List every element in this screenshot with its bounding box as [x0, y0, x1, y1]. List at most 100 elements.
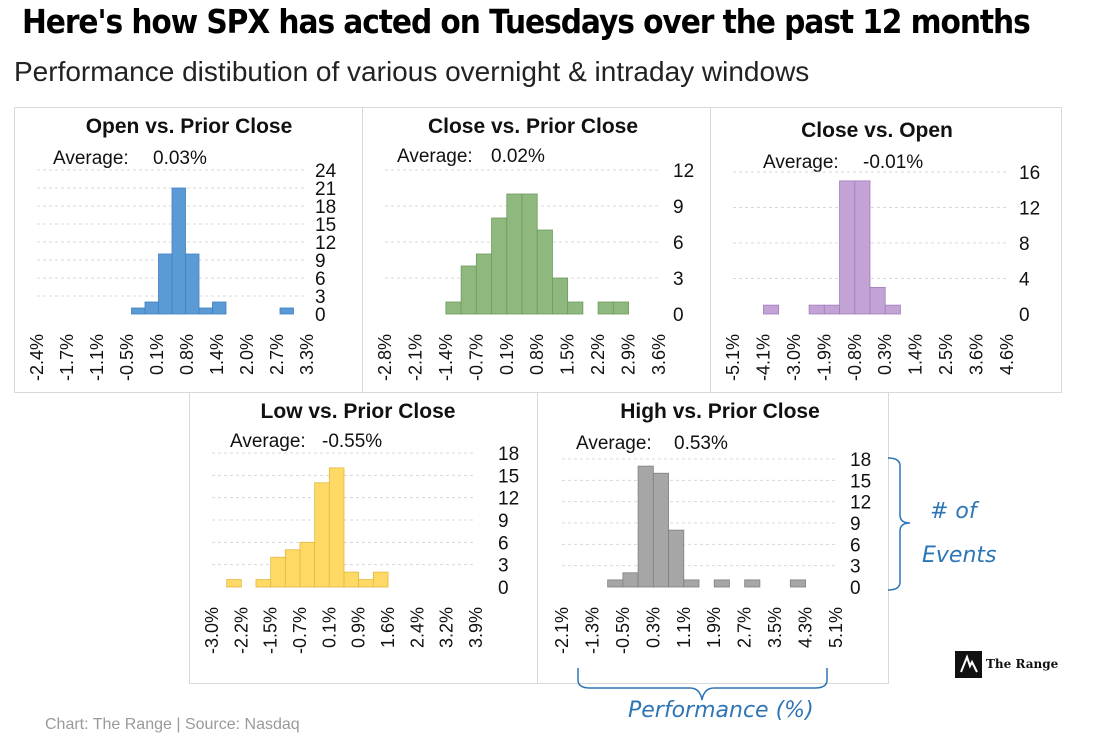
y-tick-label: 18 [498, 444, 519, 465]
chart-subtitle: Performance distibution of various overn… [14, 56, 810, 87]
y-tick-label: 8 [1019, 234, 1030, 255]
average-value: -0.01% [863, 152, 923, 173]
y-tick-label: 15 [498, 466, 519, 487]
x-tick-label: 1.6% [378, 607, 398, 648]
x-tick-label: -1.3% [582, 607, 602, 654]
x-tick-label: -0.5% [117, 334, 137, 381]
chart-title: Here's how SPX has acted on Tuesdays ove… [22, 2, 1031, 41]
histogram-bar [491, 217, 508, 315]
x-tick-label: 0.1% [147, 334, 167, 375]
x-tick-label: -0.7% [466, 334, 486, 381]
x-tick-label: 0.1% [497, 334, 517, 375]
histogram-bar [171, 187, 186, 315]
panel-title: High vs. Prior Close [620, 400, 820, 423]
x-tick-label: -2.2% [231, 607, 251, 654]
x-tick-label: -1.4% [436, 334, 456, 381]
histogram-bar [475, 253, 492, 315]
histogram-panel-low-vs-prior-close: Low vs. Prior Close Average: -0.55% 0 3 6 9 12 1… [189, 392, 539, 684]
histogram-bar [683, 579, 700, 588]
x-tick-label: 3.3% [297, 334, 317, 375]
x-tick-label: -0.8% [845, 334, 865, 381]
y-axis-bracket [887, 457, 911, 591]
logo-mark-icon [955, 650, 982, 678]
y-tick-label: 3 [498, 556, 509, 577]
x-tick-label: 1.5% [558, 334, 578, 375]
x-tick-label: -1.5% [261, 607, 281, 654]
y-tick-label: 12 [315, 233, 336, 254]
histogram-bar [343, 571, 360, 588]
histogram-bar [884, 304, 901, 315]
average-label: Average: [53, 148, 129, 169]
x-tick-label: 1.1% [674, 607, 694, 648]
average-label: Average: [576, 433, 652, 454]
y-tick-label: 0 [498, 578, 509, 599]
histogram-panel-open-vs-prior-close: Open vs. Prior Close Average: 0.03% 0 3 6 9 12 1… [14, 107, 364, 393]
x-tick-label: -0.7% [290, 607, 310, 654]
source-note: Chart: The Range | Source: Nasdaq [45, 716, 300, 733]
histogram-bar [869, 286, 886, 315]
y-tick-label: 16 [1019, 163, 1040, 184]
average-value: 0.53% [674, 433, 728, 454]
x-tick-label: 3.2% [437, 607, 457, 648]
histogram-svg: Close vs. Prior Close Average: 0.02% 0 3 6 9 12… [375, 115, 694, 381]
x-tick-label: -5.1% [723, 334, 743, 381]
histogram-bar [597, 301, 614, 315]
y-tick-label: 9 [673, 197, 684, 218]
histogram-bar [328, 467, 345, 588]
y-tick-label: 15 [850, 471, 871, 492]
y-tick-label: 24 [315, 161, 337, 182]
x-tick-label: 2.7% [735, 607, 755, 648]
y-tick-label: 4 [1019, 270, 1030, 291]
x-tick-label: 2.2% [588, 334, 608, 375]
average-value: 0.02% [491, 146, 545, 167]
x-tick-label: 4.3% [796, 607, 816, 648]
histogram-svg: Close vs. Open Average: -0.01% 0 4 8 12 16 -5.1%… [723, 119, 1040, 381]
x-tick-label: -3.0% [202, 607, 222, 654]
x-tick-label: 4.6% [997, 334, 1017, 375]
histogram-bar [622, 572, 639, 588]
brand-logo: The Range [955, 650, 1058, 678]
histogram-bar [808, 304, 825, 315]
histogram-bar [255, 579, 272, 588]
y-tick-label: 15 [315, 215, 336, 236]
average-value: 0.03% [153, 148, 207, 169]
histogram-bar [198, 307, 213, 315]
histogram-bar [284, 549, 301, 588]
x-tick-label: 0.8% [527, 334, 547, 375]
x-tick-label: 2.7% [267, 334, 287, 375]
histogram-panel-close-vs-prior-close: Close vs. Prior Close Average: 0.02% 0 3 6 9 12… [362, 107, 712, 393]
x-tick-label: -1.9% [814, 334, 834, 381]
histogram-bar [839, 180, 856, 315]
x-tick-label: 2.9% [619, 334, 639, 375]
x-tick-label: -3.0% [784, 334, 804, 381]
histogram-bar [131, 307, 146, 315]
y-tick-label: 6 [850, 535, 861, 556]
x-tick-label: 0.1% [319, 607, 339, 648]
y-tick-label: 12 [1019, 199, 1040, 220]
y-tick-label: 12 [498, 489, 519, 510]
x-tick-label: 0.3% [643, 607, 663, 648]
histogram-bar [158, 253, 173, 315]
y-tick-label: 3 [850, 557, 861, 578]
y-tick-label: 0 [850, 578, 861, 599]
x-tick-label: -1.7% [57, 334, 77, 381]
x-tick-label: 0.8% [177, 334, 197, 375]
y-tick-label: 9 [315, 251, 326, 272]
average-label: Average: [763, 152, 839, 173]
y-tick-label: 18 [315, 197, 336, 218]
x-tick-label: -4.1% [753, 334, 773, 381]
histogram-bar [212, 301, 227, 315]
histogram-bar [607, 579, 624, 588]
histogram-bar [144, 301, 159, 315]
histogram-bar [854, 180, 871, 315]
histogram-bar [460, 265, 477, 315]
panel-title: Close vs. Prior Close [428, 115, 638, 138]
average-label: Average: [397, 146, 473, 167]
x-tick-label: 2.5% [936, 334, 956, 375]
x-tick-label: 0.3% [875, 334, 895, 375]
histogram-bar [763, 304, 780, 315]
x-tick-label: 2.4% [407, 607, 427, 648]
x-tick-label: -2.1% [405, 334, 425, 381]
histogram-bar [567, 301, 584, 315]
